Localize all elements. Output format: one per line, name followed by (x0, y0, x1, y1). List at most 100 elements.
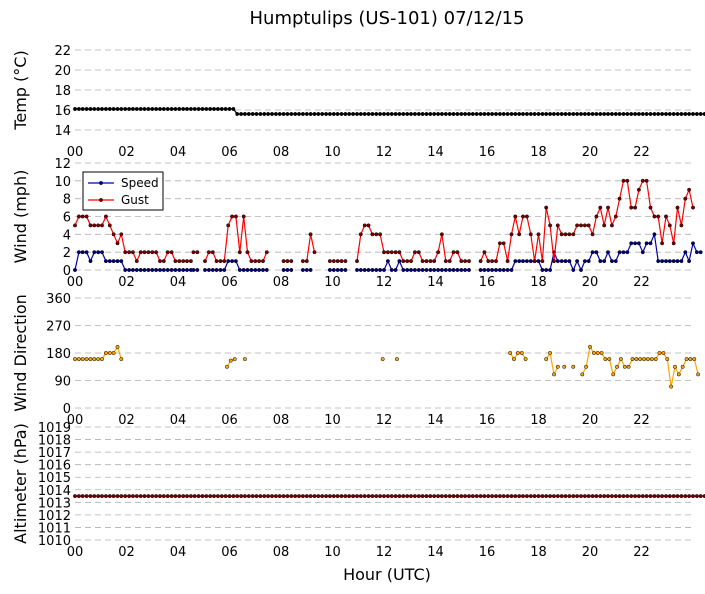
wind-speed-point (115, 259, 120, 264)
wind-speed-point (181, 268, 186, 272)
wind-speed-point (191, 268, 196, 272)
wind-gust-point (443, 259, 448, 264)
alt-altimeter-point (103, 494, 108, 499)
temp-temp-point (273, 112, 278, 116)
alt-altimeter-point (324, 494, 329, 499)
wind-gust-point (579, 223, 583, 228)
alt-altimeter-point (644, 494, 649, 499)
alt-ylabel: Altimeter (hPa) (11, 423, 30, 544)
alt-altimeter-point (443, 494, 448, 499)
alt-ytick-label: 1016 (38, 459, 71, 474)
wind-gust-point (563, 232, 568, 237)
wind-gust-line (480, 180, 694, 262)
wind-gust-point (378, 232, 383, 237)
wind-gust-point (486, 259, 491, 264)
wind-gust-point (245, 250, 250, 255)
wind-gust-point (177, 259, 182, 264)
temp-temp-point (652, 112, 657, 116)
wind-xtick-label: 04 (170, 275, 187, 290)
alt-altimeter-point (667, 494, 672, 499)
temp-temp-point (262, 112, 267, 116)
wind-gust-point (409, 259, 413, 264)
alt-altimeter-point (602, 494, 607, 499)
wind-speed-point (582, 259, 587, 264)
dir-direction-point (562, 364, 567, 369)
wind-gust-point (675, 205, 680, 210)
alt-altimeter-point (146, 494, 151, 499)
temp-temp-point (239, 112, 244, 116)
alt-altimeter-point (467, 494, 471, 499)
temp-temp-point (617, 112, 622, 116)
wind-gust-point (555, 223, 560, 228)
alt-altimeter-point (563, 494, 568, 499)
wind-speed-point (436, 268, 441, 272)
legend-speed-label: Speed (121, 176, 159, 190)
dir-ytick-label: 0 (63, 402, 71, 417)
wind-speed-point (173, 268, 178, 272)
dir-direction-point (680, 364, 685, 369)
wind-gust-point (366, 223, 371, 228)
wind-speed-point (455, 268, 460, 272)
temp-temp-point (683, 112, 688, 116)
alt-altimeter-point (351, 494, 356, 499)
alt-altimeter-point (331, 494, 336, 499)
dir-direction-point (88, 357, 93, 362)
temp-temp-point (428, 112, 433, 116)
dir-direction-point (588, 344, 592, 349)
alt-altimeter-point (579, 494, 583, 499)
alt-altimeter-point (115, 494, 120, 499)
alt-altimeter-point (393, 494, 398, 499)
alt-altimeter-point (575, 494, 580, 499)
dir-direction-point (684, 357, 689, 362)
temp-temp-point (532, 112, 537, 116)
wind-speed-point (358, 268, 363, 272)
wind-gust-point (602, 223, 607, 228)
wind-gust-point (203, 259, 207, 264)
wind-speed-point (355, 268, 359, 272)
alt-altimeter-point (474, 494, 479, 499)
wind-speed-point (447, 268, 452, 272)
temp-temp-point (590, 112, 595, 116)
wind-speed-point (555, 259, 560, 264)
wind-speed-point (142, 268, 147, 272)
temp-temp-point (169, 107, 174, 111)
wind-gust-point (123, 250, 128, 255)
temp-temp-point (281, 112, 286, 116)
alt-altimeter-point (586, 494, 591, 499)
temp-temp-point (660, 112, 665, 116)
alt-altimeter-point (119, 494, 124, 499)
wind-gust-point (185, 259, 189, 264)
wind-speed-point (478, 268, 483, 272)
dir-direction-point (653, 357, 658, 362)
wind-gust-point (679, 223, 684, 228)
temp-temp-point (215, 107, 220, 111)
wind-speed-point (210, 268, 215, 272)
wind-gust-point (548, 223, 553, 228)
alt-altimeter-point (571, 494, 576, 499)
dir-direction-point (584, 364, 589, 369)
wind-gust-point (393, 250, 398, 255)
temp-temp-point (501, 112, 506, 116)
dir-direction-point (626, 364, 631, 369)
alt-altimeter-point (420, 494, 425, 499)
wind-speed-point (366, 268, 371, 272)
wind-ytick-label: 10 (54, 175, 71, 190)
wind-speed-point (517, 259, 522, 264)
temp-temp-point (185, 107, 189, 111)
temp-temp-point (636, 112, 641, 116)
wind-gust-point (218, 259, 223, 264)
wind-speed-point (169, 268, 174, 272)
alt-altimeter-point (88, 494, 93, 499)
wind-gust-point (478, 259, 483, 264)
dir-ytick-label: 90 (54, 375, 71, 390)
wind-gust-point (416, 250, 421, 255)
wind-gust-point (304, 259, 309, 264)
alt-altimeter-point (447, 494, 452, 499)
temp-temp-point (509, 112, 514, 116)
wind-gust-point (521, 214, 525, 219)
legend-gust-marker (99, 198, 103, 202)
wind-speed-point (563, 259, 568, 264)
wind-speed-point (203, 268, 207, 272)
alt-altimeter-point (401, 494, 406, 499)
alt-altimeter-point (648, 494, 653, 499)
